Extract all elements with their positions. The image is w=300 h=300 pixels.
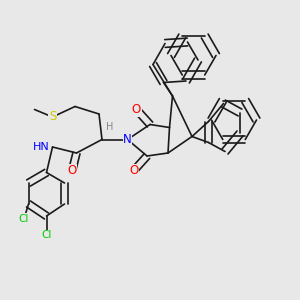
- Text: HN: HN: [33, 142, 50, 152]
- Text: H: H: [106, 122, 113, 133]
- Text: N: N: [123, 133, 132, 146]
- Text: Cl: Cl: [19, 214, 29, 224]
- Text: O: O: [68, 164, 76, 178]
- Text: Cl: Cl: [41, 230, 52, 241]
- Text: O: O: [129, 164, 138, 178]
- Text: O: O: [132, 103, 141, 116]
- Text: S: S: [49, 110, 56, 124]
